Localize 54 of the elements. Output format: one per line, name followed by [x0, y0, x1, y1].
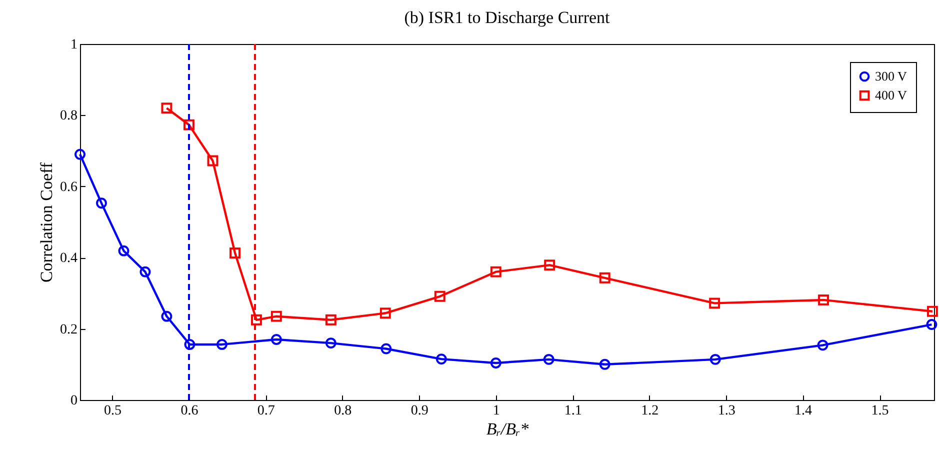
point — [926, 306, 938, 317]
point — [96, 198, 107, 209]
point — [926, 319, 938, 330]
point — [544, 260, 556, 271]
point — [380, 343, 392, 354]
point — [818, 294, 829, 306]
point — [817, 340, 828, 351]
point — [543, 354, 554, 365]
point — [161, 102, 172, 114]
point — [325, 338, 336, 349]
point — [599, 358, 610, 370]
y-tick-label: 0 — [70, 394, 78, 408]
y-tick-label: 0.6 — [60, 180, 78, 195]
point — [140, 266, 151, 278]
x-tick-label: 0.8 — [334, 404, 352, 418]
point — [270, 310, 282, 322]
point — [161, 310, 172, 322]
x-tick-label: 0.7 — [257, 404, 275, 418]
point — [380, 308, 391, 319]
x-tick-label: 0.6 — [180, 404, 198, 418]
point — [230, 248, 240, 258]
point — [184, 339, 196, 350]
point — [325, 314, 336, 326]
point — [490, 266, 502, 278]
point — [599, 272, 610, 284]
point — [710, 354, 721, 365]
x-tick-label: 0.5 — [104, 404, 122, 418]
point — [216, 339, 228, 350]
point — [709, 298, 720, 309]
y-tick-label: 0.4 — [60, 251, 78, 266]
y-tick-label: 1 — [70, 38, 78, 52]
legend-label: 400 V — [875, 88, 908, 102]
x-axis-title: Bᵣ/Bᵣ* — [486, 420, 530, 438]
x-tick-label: 1.1 — [564, 404, 582, 418]
point — [270, 334, 282, 345]
x-tick-label: 1.2 — [641, 404, 659, 418]
point — [207, 155, 218, 166]
point — [74, 148, 86, 160]
point — [118, 245, 130, 256]
point — [490, 358, 502, 368]
x-tick-label: 1.5 — [871, 404, 889, 418]
legend-label: 300 V — [875, 68, 908, 84]
point — [183, 119, 194, 130]
x-tick-label: 0.9 — [410, 404, 428, 418]
x-tick-label: 1 — [492, 404, 500, 418]
y-tick-label: 0.2 — [60, 322, 78, 338]
point — [434, 290, 446, 302]
point — [251, 314, 262, 326]
x-tick-label: 1.3 — [718, 404, 736, 418]
x-tick-label: 1.4 — [794, 404, 812, 418]
y-tick-label: 0.8 — [60, 108, 78, 124]
point — [436, 354, 447, 365]
chart-title: (b) ISR1 to Discharge Current — [404, 8, 610, 27]
y-axis-title: Correlation Coeff — [37, 162, 56, 283]
